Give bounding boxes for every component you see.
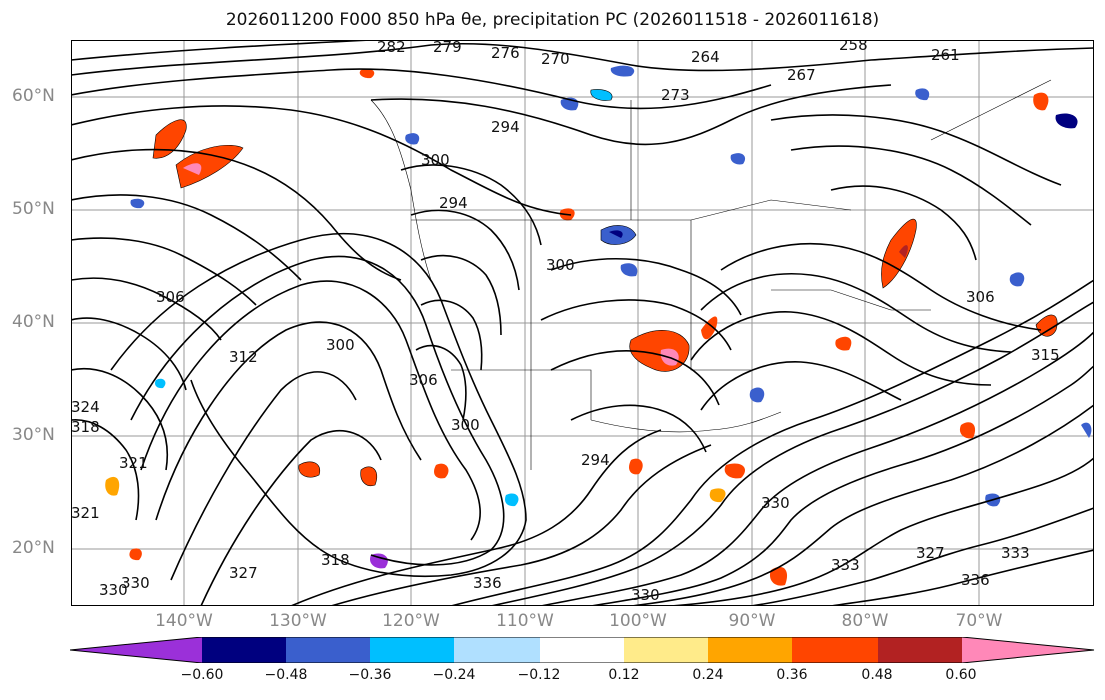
lon-label-120w: 120°W — [382, 611, 440, 631]
colorbar-segment — [70, 637, 202, 663]
contour-label: 270 — [541, 50, 570, 68]
colorbar-segment — [624, 637, 708, 663]
contour-label: 327 — [916, 544, 945, 562]
contour-label: 330 — [99, 581, 128, 599]
colorbar-segment — [286, 637, 370, 663]
lat-label-50n: 50°N — [12, 199, 55, 219]
contour-label: 261 — [931, 46, 960, 64]
contour-label: 300 — [546, 256, 575, 274]
colorbar-segment — [708, 637, 792, 663]
colorbar-tick-label: −0.48 — [264, 667, 308, 683]
colorbar-segment — [878, 637, 962, 663]
colorbar-tick-label: 0.48 — [861, 667, 893, 683]
colorbar-segment — [540, 637, 624, 663]
contour-label: 306 — [156, 288, 185, 306]
map-panel: 282 279 276 270 264 267 273 258 261 294 … — [71, 40, 1094, 606]
contour-label: 294 — [491, 118, 520, 136]
lon-label-130w: 130°W — [269, 611, 327, 631]
colorbar — [70, 637, 1095, 663]
contour-label: 324 — [71, 398, 100, 416]
contour-label: 330 — [631, 586, 660, 604]
contour-label: 333 — [1001, 544, 1030, 562]
colorbar-segment — [202, 637, 286, 663]
colorbar-tick-label: −0.60 — [180, 667, 224, 683]
colorbar-tick-label: −0.24 — [432, 667, 476, 683]
colorbar-tick-label: 0.24 — [692, 667, 724, 683]
graticule — [71, 40, 1094, 606]
contour-label: 273 — [661, 86, 690, 104]
lon-label-90w: 90°W — [728, 611, 776, 631]
contour-label: 294 — [439, 194, 468, 212]
lon-label-140w: 140°W — [155, 611, 213, 631]
contour-label: 327 — [229, 564, 258, 582]
precip-negative-areas — [130, 65, 1092, 569]
contour-label: 300 — [451, 416, 480, 434]
contour-label: 306 — [409, 371, 438, 389]
contour-label: 282 — [377, 40, 406, 56]
contour-label: 336 — [473, 574, 502, 592]
contour-label: 300 — [326, 336, 355, 354]
colorbar-segment — [454, 637, 540, 663]
colorbar-outline — [70, 637, 1095, 663]
contour-label: 321 — [119, 454, 148, 472]
contour-label: 333 — [831, 556, 860, 574]
contour-label: 294 — [581, 451, 610, 469]
colorbar-segment — [962, 637, 1094, 663]
contour-label: 258 — [839, 40, 868, 54]
colorbar-segment — [792, 637, 878, 663]
colorbar-tick-label: 0.60 — [945, 667, 977, 683]
contour-label: 276 — [491, 44, 520, 62]
lon-label-70w: 70°W — [955, 611, 1003, 631]
contour-label: 318 — [71, 418, 100, 436]
contour-label: 264 — [691, 48, 720, 66]
lat-label-40n: 40°N — [12, 312, 55, 332]
figure-title: 2026011200 F000 850 hPa θe, precipitatio… — [225, 10, 880, 30]
colorbar-tick-label: −0.12 — [517, 667, 561, 683]
contour-label: 318 — [321, 551, 350, 569]
contour-label: 315 — [1031, 346, 1060, 364]
contour-label: 267 — [787, 66, 816, 84]
contour-label: 312 — [229, 348, 258, 366]
contour-label: 300 — [421, 151, 450, 169]
contour-label: 330 — [121, 574, 150, 592]
colorbar-tick-label: 0.36 — [776, 667, 808, 683]
colorbar-tick-label: 0.12 — [608, 667, 640, 683]
colorbar-segment — [370, 637, 454, 663]
lat-label-20n: 20°N — [12, 538, 55, 558]
lat-label-30n: 30°N — [12, 425, 55, 445]
contour-label: 306 — [966, 288, 995, 306]
lon-label-100w: 100°W — [609, 611, 667, 631]
theta-e-contours — [71, 40, 1094, 606]
boundaries — [370, 79, 1052, 470]
contour-labels: 282 279 276 270 264 267 273 258 261 294 … — [71, 40, 1060, 604]
colorbar-tick-label: −0.36 — [348, 667, 392, 683]
contour-label: 336 — [961, 571, 990, 589]
contour-label: 279 — [433, 40, 462, 56]
contour-label: 330 — [761, 494, 790, 512]
contour-label: 321 — [71, 504, 100, 522]
lat-label-60n: 60°N — [12, 86, 55, 106]
lon-label-110w: 110°W — [496, 611, 554, 631]
precip-positive-areas — [105, 68, 1058, 586]
lon-label-80w: 80°W — [841, 611, 889, 631]
map-svg: 282 279 276 270 264 267 273 258 261 294 … — [71, 40, 1094, 606]
